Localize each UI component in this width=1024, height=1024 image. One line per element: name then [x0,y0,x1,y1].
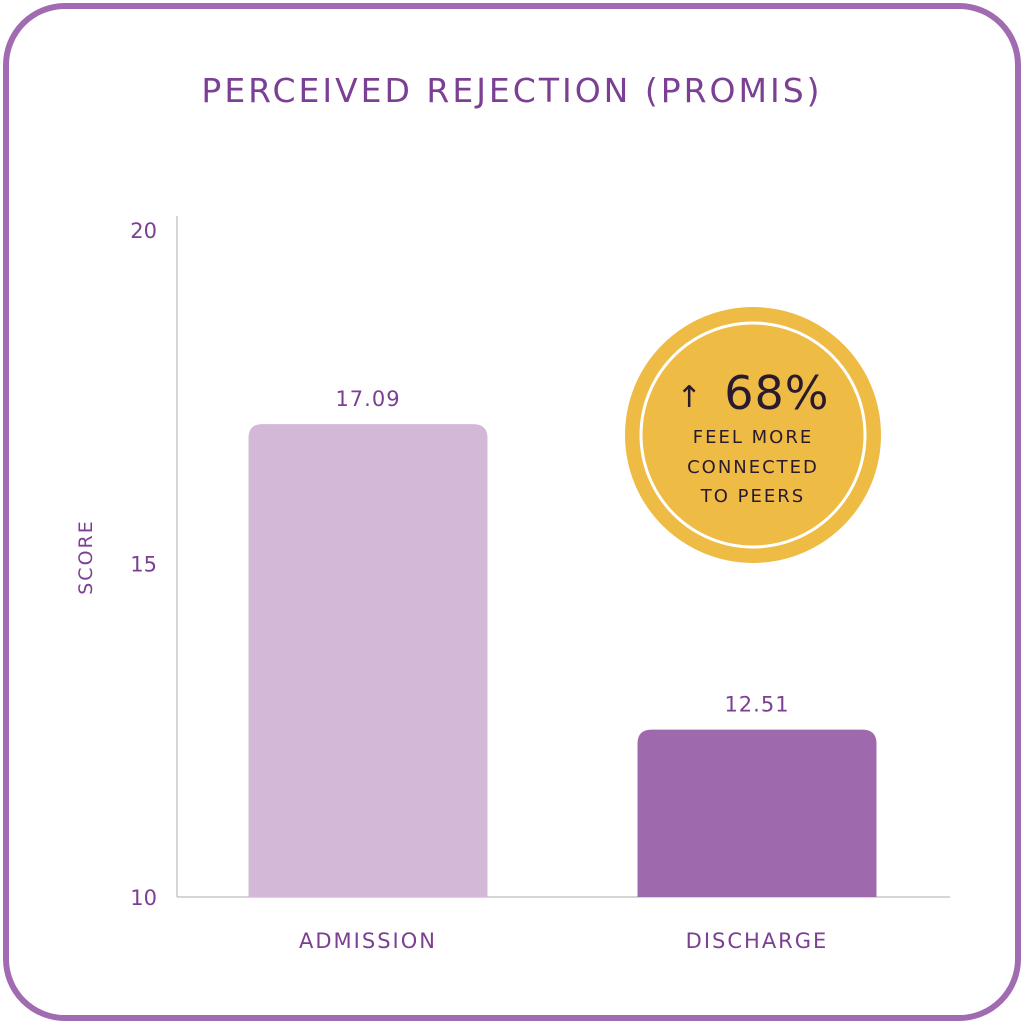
arrow-up-icon: ↑ [676,380,702,415]
bar-admission [248,424,488,897]
value-label: 12.51 [724,693,789,717]
category-label: DISCHARGE [686,929,829,953]
category-label: ADMISSION [299,929,437,953]
category-labels: ADMISSION DISCHARGE [299,929,829,953]
value-labels: 17.09 12.51 [335,387,789,717]
callout-value: ↑ 68% [676,364,829,420]
y-axis-ticks: 10 15 20 [130,219,157,910]
y-tick-label: 15 [130,553,157,577]
bar-discharge [637,729,877,897]
value-label: 17.09 [335,387,400,411]
y-tick-label: 20 [130,219,157,243]
y-axis-label: SCORE [75,519,97,595]
bars [248,424,877,897]
callout-inner-ring [639,321,867,549]
callout-line-2: CONNECTED [687,457,819,478]
callout-badge: ↑ 68% FEEL MORE CONNECTED TO PEERS [625,307,881,563]
y-tick-label: 10 [130,886,157,910]
callout-line-3: TO PEERS [700,486,805,507]
chart-title: PERCEIVED REJECTION (PROMIS) [201,71,822,110]
callout-percent: 68% [724,366,829,420]
callout-line-1: FEEL MORE [693,427,813,448]
callout-circle [625,307,881,563]
